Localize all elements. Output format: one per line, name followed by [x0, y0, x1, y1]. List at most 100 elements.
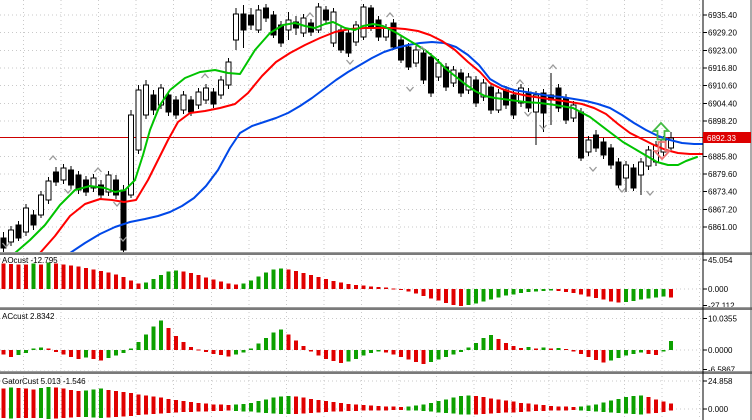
histogram-bar [474, 289, 478, 304]
candle-bear [510, 94, 517, 116]
histogram-bar [144, 282, 148, 289]
histogram-bar [99, 409, 103, 418]
histogram-bar [541, 289, 546, 291]
histogram-bar [549, 409, 553, 411]
histogram-bar [571, 409, 576, 411]
histogram-bar [151, 396, 156, 409]
histogram-bar [219, 409, 223, 411]
histogram-bar [39, 347, 43, 350]
candle-bear [0, 237, 7, 249]
histogram-bar [316, 409, 321, 413]
histogram-bar [234, 284, 238, 289]
candle-bull [435, 62, 442, 78]
histogram-bar [24, 409, 28, 419]
histogram-bar [309, 275, 313, 289]
candle-bear [428, 56, 434, 94]
histogram-bar [556, 347, 561, 350]
candle-bear [165, 94, 172, 113]
fractal-up-icon [306, 12, 314, 18]
histogram-bar [519, 289, 523, 294]
fractal-down-icon [346, 59, 354, 65]
histogram-bar [646, 397, 651, 409]
histogram-bar [631, 396, 636, 409]
histogram-bar [279, 329, 283, 350]
histogram-bar [646, 350, 651, 354]
histogram-bar [204, 403, 208, 409]
histogram-bar [579, 350, 583, 354]
candle-bull [195, 91, 202, 106]
histogram-bar [391, 409, 396, 411]
histogram-bar [31, 409, 36, 418]
histogram-bar [61, 264, 66, 289]
histogram-bar [286, 334, 291, 350]
fractal-down-icon [406, 86, 414, 92]
histogram-bar [204, 409, 208, 412]
candle-bull [8, 229, 14, 243]
histogram-bar [384, 287, 388, 289]
histogram-bar [106, 350, 111, 359]
histogram-bar [99, 350, 103, 361]
histogram-bar [106, 272, 111, 289]
histogram-bar [316, 399, 321, 409]
histogram-bar [279, 396, 283, 409]
histogram-bar [166, 327, 171, 350]
histogram-bar [399, 289, 403, 290]
price-axis-label: 6916.80 [708, 64, 737, 73]
histogram-bar [444, 350, 448, 357]
candle-bear [420, 52, 427, 81]
histogram-bar [271, 269, 276, 289]
histogram-bar [264, 338, 268, 350]
histogram-bar [69, 409, 73, 418]
histogram-bar [594, 409, 598, 412]
histogram-bar [54, 350, 58, 352]
histogram-bar [136, 283, 141, 289]
histogram-bar [346, 403, 351, 409]
panel-aocust [0, 258, 703, 306]
histogram-bar [669, 403, 673, 409]
histogram-bar [61, 409, 66, 419]
candle-bull [413, 49, 419, 64]
histogram-bar [376, 350, 381, 352]
histogram-bar [504, 343, 508, 350]
histogram-bar [189, 402, 193, 409]
histogram-bar [661, 289, 666, 297]
histogram-bar [511, 409, 516, 413]
histogram-bar [481, 289, 486, 302]
candle-bear [338, 29, 344, 51]
fractal-up-icon [49, 155, 57, 161]
histogram-bar [294, 271, 298, 289]
histogram-bar [354, 285, 358, 289]
histogram-bar [211, 350, 216, 354]
indicator-label-aocust: AOcust -12.795 [2, 256, 58, 265]
histogram-bar [571, 406, 576, 409]
candle-bull [668, 137, 674, 149]
histogram-bar [639, 350, 643, 353]
current-price-value: 6892.33 [707, 134, 736, 143]
histogram-bar [564, 406, 568, 409]
histogram-bar [1, 409, 6, 419]
candle-bear [525, 91, 532, 109]
histogram-bar [99, 388, 103, 409]
histogram-bar [534, 404, 538, 409]
fractal-down-icon [113, 201, 121, 207]
candle-bull [203, 87, 209, 101]
histogram-bar [121, 392, 126, 409]
candle-bear [210, 91, 217, 105]
histogram-bar [549, 289, 553, 291]
histogram-bar [151, 409, 156, 415]
candle-bull [623, 164, 629, 179]
histogram-bar [1, 388, 6, 409]
histogram-bar [114, 274, 118, 289]
histogram-bar [1, 263, 6, 289]
histogram-bar [391, 288, 396, 290]
histogram-bar [646, 289, 651, 299]
histogram-bar [414, 405, 418, 409]
histogram-bar [459, 289, 463, 306]
pane-divider [0, 371, 752, 374]
histogram-bar [31, 348, 36, 350]
histogram-bar [541, 347, 546, 350]
histogram-bar [331, 409, 336, 412]
histogram-bar [399, 409, 403, 411]
histogram-bar [361, 409, 366, 411]
